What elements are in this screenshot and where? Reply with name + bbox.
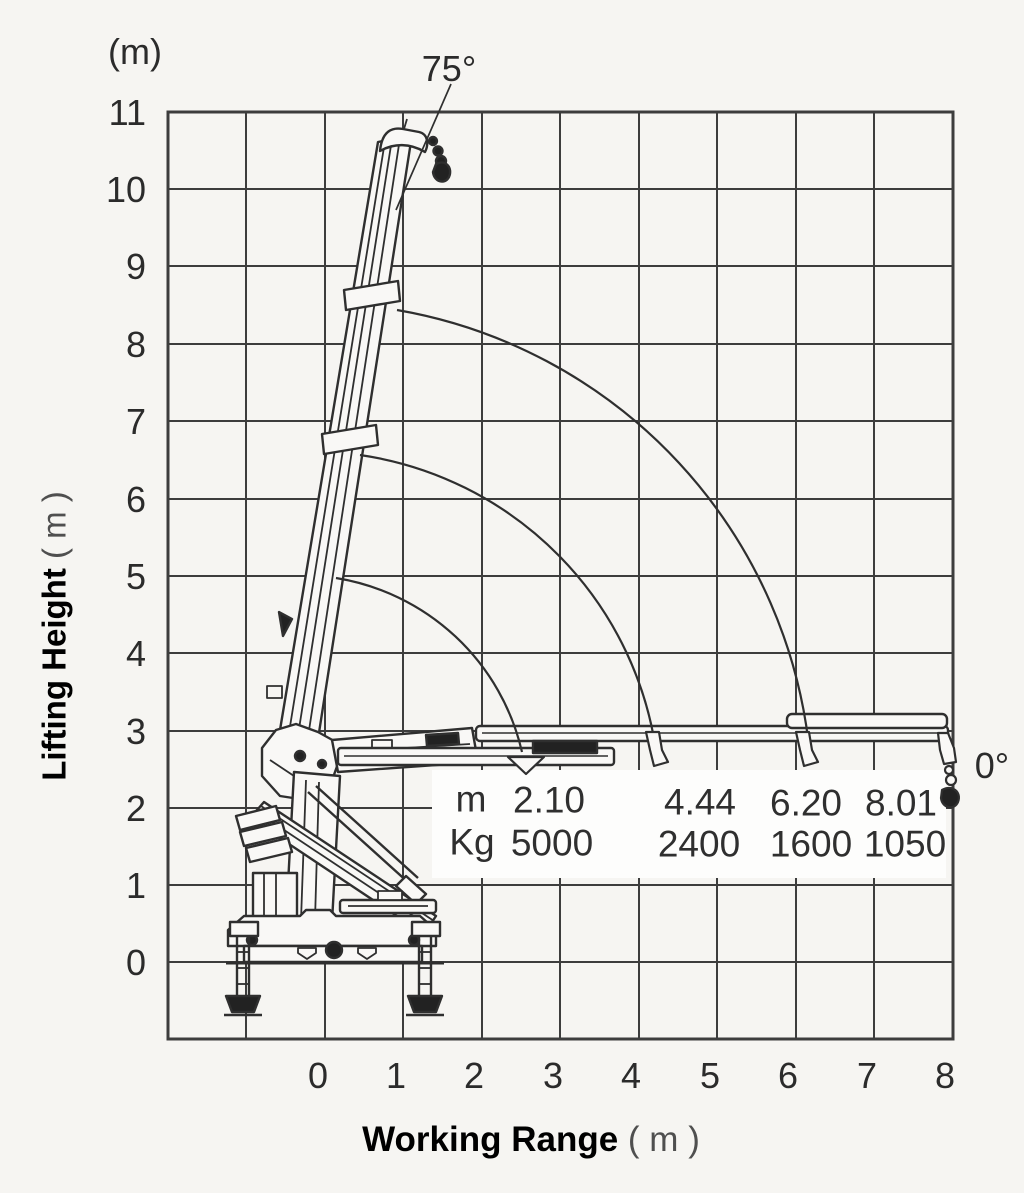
outrigger-right: [406, 920, 444, 1017]
chassis-base: [226, 890, 444, 965]
y-axis-title-text: Lifting Height: [35, 568, 73, 781]
x-tick-5: 5: [699, 1055, 721, 1096]
y-tick-4: 4: [125, 633, 146, 674]
arc-extension-3: [396, 308, 812, 757]
y-tick-7: 7: [125, 401, 146, 442]
y-axis-unit-label: (m): [108, 31, 162, 72]
boom-0deg: [330, 712, 950, 774]
load-value-2: 2400: [657, 823, 741, 865]
x-axis-title: Working Range ( m ): [362, 1122, 700, 1157]
load-value-3: 1600: [769, 823, 853, 865]
load-row-label: Kg: [449, 821, 495, 863]
y-tick-9: 9: [125, 246, 146, 287]
load-value-1: 5000: [510, 822, 594, 864]
x-tick-6: 6: [777, 1055, 799, 1096]
angle-75-reference-line: [395, 83, 452, 211]
x-tick-1: 1: [385, 1055, 407, 1096]
y-axis-title: Lifting Height ( m ): [35, 491, 73, 781]
tip-hook: [939, 786, 960, 809]
reach-row-label: m: [455, 778, 487, 820]
boom-detail: [266, 685, 283, 699]
working-envelope-arcs: [335, 308, 812, 759]
reach-value-2: 4.44: [663, 781, 737, 823]
outrigger-left: [224, 920, 262, 1017]
load-value-4: 1050: [863, 823, 947, 865]
y-tick-2: 2: [125, 788, 146, 829]
tank-box: [251, 871, 299, 925]
winch-block: [531, 739, 599, 755]
hook-chain-link: [427, 135, 439, 147]
y-tick-1: 1: [125, 865, 146, 906]
telescopic-tip-section: [785, 712, 949, 730]
y-tick-3: 3: [125, 711, 146, 752]
x-axis-title-text: Working Range: [362, 1120, 619, 1159]
upper-hook: [431, 161, 452, 183]
x-tick-4: 4: [620, 1055, 642, 1096]
reach-value-3: 6.20: [769, 782, 843, 824]
x-tick-7: 7: [856, 1055, 878, 1096]
x-axis-title-unit: ( m ): [627, 1120, 700, 1159]
hook-chain-link: [432, 145, 444, 157]
arc-extension-1: [335, 576, 524, 753]
crane-illustration: [224, 83, 950, 1017]
boom-75deg: [266, 83, 452, 754]
max-boom-angle-label: 75°: [421, 48, 477, 89]
x-tick-0: 0: [307, 1055, 329, 1096]
boom-marker: [277, 610, 294, 638]
bracket-4-44m: [644, 730, 670, 768]
reach-value-4: 8.01: [864, 782, 938, 824]
reach-value-1: 2.10: [512, 779, 586, 821]
hook-marker-2-10m: [506, 755, 546, 776]
boom-collar-upper: [342, 279, 402, 312]
boom-collar-lower: [320, 423, 380, 456]
arc-extension-2: [359, 453, 659, 759]
boom-section-markers: [506, 730, 960, 809]
y-axis-title-unit: ( m ): [35, 491, 73, 560]
y-tick-5: 5: [125, 556, 146, 597]
x-tick-8: 8: [934, 1055, 956, 1096]
table-backdrop: [432, 770, 946, 878]
y-tick-10: 10: [105, 169, 146, 210]
x-tick-2: 2: [463, 1055, 485, 1096]
x-tick-3: 3: [542, 1055, 564, 1096]
y-tick-0: 0: [125, 942, 146, 983]
y-tick-8: 8: [125, 324, 146, 365]
min-boom-angle-label: 0°: [974, 745, 1010, 786]
y-tick-6: 6: [125, 479, 146, 520]
bracket-6-20m: [794, 730, 820, 768]
tip-bend-8-01m: [936, 731, 958, 766]
y-tick-11: 11: [108, 92, 146, 133]
